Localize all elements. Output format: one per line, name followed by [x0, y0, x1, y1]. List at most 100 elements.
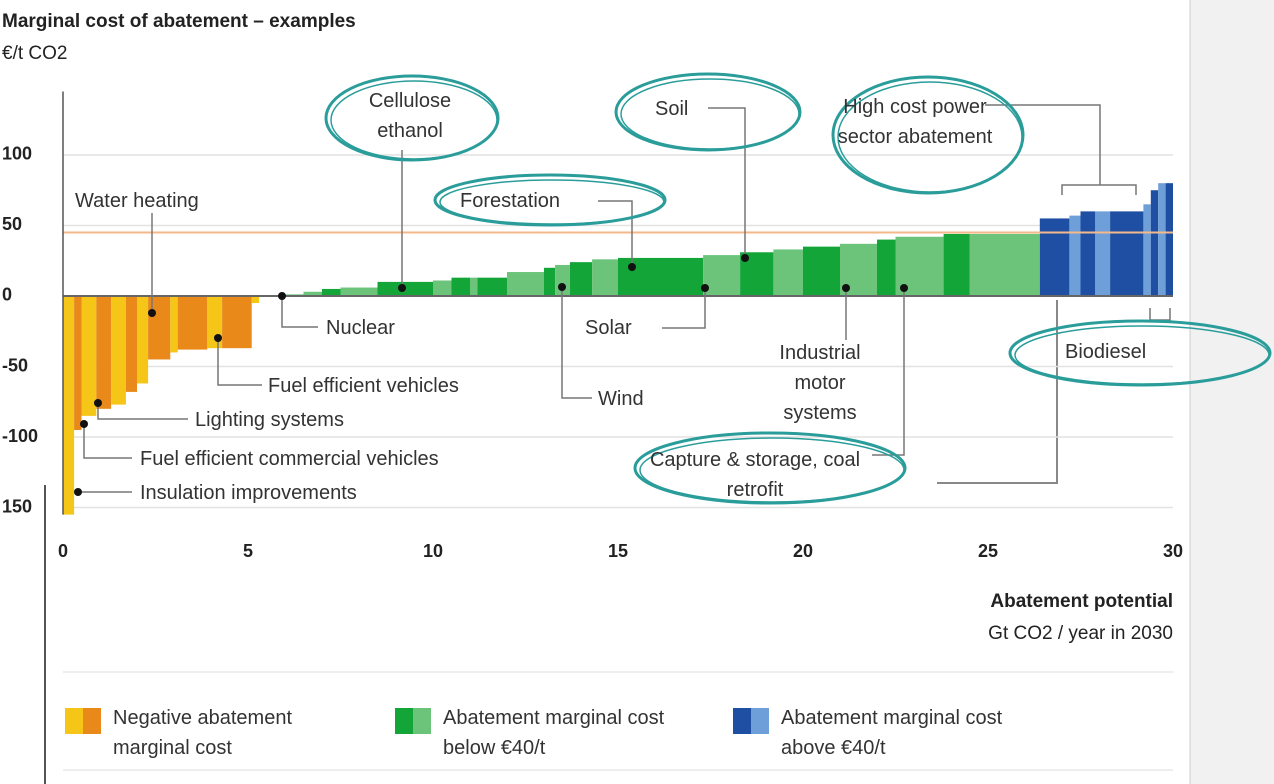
- annotation-dot: [558, 283, 566, 291]
- side-panel: [1190, 0, 1274, 784]
- bar: [1069, 215, 1081, 296]
- highlight-ring: [620, 78, 800, 150]
- bar: [111, 295, 126, 405]
- annotation: Wind: [598, 388, 644, 410]
- bar: [773, 249, 803, 296]
- annotation: Industrial motor systems: [779, 342, 861, 424]
- bar: [1110, 211, 1144, 296]
- y-tick-label: -100: [2, 426, 38, 446]
- leader-line: [708, 107, 746, 258]
- leader-line: [985, 104, 1101, 185]
- legend-swatch: [751, 708, 769, 734]
- highlight-ring: [633, 431, 907, 505]
- annotation-dot: [398, 284, 406, 292]
- highlight-ring: [1008, 319, 1272, 387]
- annotation-dot: [74, 488, 82, 496]
- legend-label: Abatement marginal cost above €40/t: [781, 707, 1003, 759]
- bar: [592, 259, 618, 296]
- bar: [1080, 211, 1096, 296]
- annotation: Biodiesel: [1065, 341, 1147, 363]
- bar: [96, 295, 112, 409]
- bar: [451, 277, 470, 296]
- annotation: Solar: [585, 317, 632, 339]
- bar: [969, 233, 1040, 296]
- x-tick-label: 5: [243, 541, 253, 561]
- leader-line: [97, 403, 188, 420]
- highlight-ring: [639, 437, 905, 503]
- bar: [1165, 183, 1173, 296]
- highlight-ring: [324, 74, 500, 162]
- legend-label: Negative abatement marginal cost: [113, 707, 293, 759]
- bar: [1150, 190, 1159, 296]
- bar: [170, 295, 178, 353]
- bar: [177, 295, 208, 350]
- bar: [507, 272, 544, 296]
- y-tick-label: 0: [2, 285, 12, 305]
- y-tick-label: 150: [2, 496, 32, 516]
- y-tick-label: 100: [2, 144, 32, 164]
- leader-line: [872, 288, 905, 456]
- highlight-ring: [831, 75, 1025, 195]
- legend-label: Abatement marginal cost below €40/t: [443, 707, 665, 759]
- highlight-ring: [614, 72, 802, 152]
- bar: [877, 239, 896, 296]
- x-tick-label: 10: [423, 541, 443, 561]
- bar: [569, 262, 593, 296]
- bar: [1158, 183, 1166, 296]
- y-axis-label: €/t CO2: [2, 43, 67, 64]
- bar: [1143, 204, 1151, 296]
- annotation: High cost power sector abatement: [837, 96, 993, 148]
- annotation-dot: [628, 263, 636, 271]
- leader-line: [662, 288, 706, 329]
- x-tick-label: 20: [793, 541, 813, 561]
- annotation-dot: [214, 334, 222, 342]
- leader-line: [281, 296, 318, 328]
- annotation: Insulation improvements: [140, 482, 357, 504]
- highlight-ring: [330, 80, 498, 160]
- bar: [137, 295, 149, 384]
- annotation-dot: [741, 254, 749, 262]
- annotation: Capture & storage, coal retrofit: [649, 449, 861, 501]
- annotation-dot: [80, 420, 88, 428]
- bar: [222, 295, 252, 349]
- annotation-dot: [94, 399, 102, 407]
- annotation: Fuel efficient vehicles: [268, 375, 459, 397]
- legend-swatch: [83, 708, 101, 734]
- annotation-dot: [701, 284, 709, 292]
- bar: [63, 295, 75, 515]
- bar: [322, 288, 341, 296]
- y-tick-label: -50: [2, 355, 28, 375]
- annotation: Forestation: [460, 190, 561, 212]
- bar: [470, 277, 478, 296]
- x-tick-label: 0: [58, 541, 68, 561]
- bar: [477, 277, 507, 296]
- bar: [74, 295, 82, 430]
- leader-line: [1149, 308, 1171, 321]
- bar: [125, 295, 137, 392]
- bar: [81, 295, 97, 416]
- leader-line: [598, 200, 633, 267]
- highlight-ring: [433, 173, 667, 227]
- legend-swatch: [395, 708, 413, 734]
- x-axis-label: Abatement potential: [990, 591, 1173, 612]
- legend-swatch: [413, 708, 431, 734]
- bar: [1095, 211, 1111, 296]
- bar: [803, 246, 840, 296]
- annotation: Soil: [655, 98, 689, 120]
- leader-line: [83, 424, 132, 459]
- leader-line: [217, 338, 262, 386]
- bar: [251, 295, 260, 304]
- highlight-ring: [837, 81, 1023, 193]
- y-tick-label: 50: [2, 214, 22, 234]
- x-tick-label: 25: [978, 541, 998, 561]
- bar: [1039, 218, 1070, 296]
- bar: [544, 267, 556, 296]
- x-tick-label: 15: [608, 541, 628, 561]
- annotation-dot: [278, 292, 286, 300]
- annotation: Lighting systems: [195, 409, 344, 431]
- annotation-dot: [900, 284, 908, 292]
- annotation-dot: [148, 309, 156, 317]
- legend-swatch: [65, 708, 83, 734]
